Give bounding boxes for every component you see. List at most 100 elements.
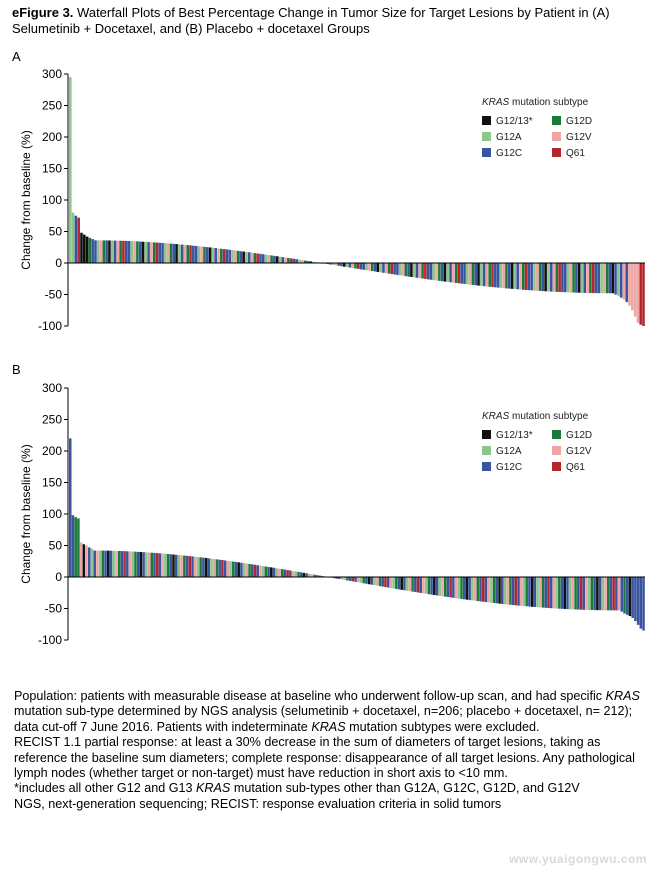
panel-a-bar [379, 263, 382, 273]
panel-a-bar [239, 251, 243, 263]
panel-b-bar [191, 556, 194, 577]
panel-a-bar [178, 244, 181, 263]
panel-b-bar [525, 577, 528, 607]
panel-a-bar [617, 263, 620, 296]
panel-a-bar [410, 263, 413, 277]
panel-a-bar [505, 263, 508, 289]
panel-a-bar [91, 239, 94, 263]
panel-a-bar [172, 243, 176, 263]
panel-a-bar [354, 263, 357, 269]
panel-a-bar [194, 245, 198, 263]
panel-b-bar [462, 577, 466, 600]
panel-a-bar [211, 247, 215, 263]
panel-a-y-tick-label: 50 [49, 225, 63, 239]
panel-b-bar [419, 577, 422, 593]
panel-b-bar [308, 573, 311, 577]
panel-b-bar [435, 577, 439, 596]
panel-b-bar [131, 551, 134, 577]
panel-b-bar [544, 577, 547, 608]
panel-a-bar [329, 263, 332, 265]
panel-a-bar [407, 263, 410, 277]
panel-a-bar [155, 242, 159, 263]
panel-a-bar [499, 263, 503, 288]
panel-b-bar [150, 552, 154, 577]
panel-a-bar [628, 263, 631, 306]
panel-a-bar [351, 263, 354, 269]
panel-a-bar [552, 263, 556, 292]
panel-a-bar [80, 232, 83, 263]
panel-a-bar [340, 263, 343, 267]
panel-a-bar [312, 261, 315, 263]
panel-b-bar [547, 577, 550, 608]
panel-b-bar [642, 577, 645, 631]
panel-b-bar [270, 567, 273, 577]
panel-b-bar [218, 559, 221, 577]
panel-b-bar [343, 577, 346, 580]
panel-b-bar [609, 577, 613, 611]
panel-b-y-tick-label: 100 [42, 507, 62, 521]
panel-b-bar [354, 577, 357, 582]
caption-recist: RECIST 1.1 partial response: at least a … [14, 735, 635, 781]
panel-b-bar [386, 577, 390, 588]
panel-a-bar [208, 247, 212, 263]
panel-b-bar [232, 561, 235, 577]
panel-a-bar [502, 263, 505, 289]
panel-b-bar [180, 555, 183, 577]
panel-a-bar [401, 263, 405, 276]
panel-b-bar [196, 557, 200, 577]
panel-a-bar [158, 242, 162, 263]
panel-a-bar [259, 253, 262, 263]
panel-b-bar [351, 577, 355, 582]
panel-a-y-tick-label: -50 [45, 288, 63, 302]
panel-a-bar [122, 240, 125, 263]
panel-a-bar [357, 263, 360, 269]
panel-b-bar [357, 577, 360, 583]
panel-b-bar [69, 438, 72, 577]
caption-abbreviations: NGS, next-generation sequencing; RECIST:… [14, 796, 502, 811]
panel-a-bar [468, 263, 472, 285]
panel-b-bar [267, 566, 270, 577]
panel-b-bar [468, 577, 471, 601]
panel-b-bar [172, 554, 175, 577]
panel-a-bar [197, 246, 201, 263]
panel-b-legend-swatch [482, 446, 491, 455]
panel-b-bar [571, 577, 575, 610]
panel-b-y-tick-label: -50 [45, 602, 63, 616]
panel-b-bar [365, 577, 368, 584]
panel-b-bar [147, 552, 151, 577]
panel-b-bar [506, 577, 509, 605]
panel-b-bar [563, 577, 566, 609]
panel-a-bar [267, 255, 271, 263]
panel-a-legend-swatch [482, 148, 491, 157]
panel-b-bar [587, 577, 591, 610]
panel-a-bar [440, 263, 444, 282]
panel-a-bar [435, 263, 438, 281]
panel-a-y-tick-label: 300 [42, 67, 62, 81]
panel-a-bar [569, 263, 573, 293]
panel-a-bar [74, 215, 78, 263]
panel-a-bar [494, 263, 497, 288]
panel-a-bar [231, 250, 234, 263]
panel-b-bar [449, 577, 452, 598]
panel-b-bar [237, 562, 240, 577]
panel-b-bar [302, 572, 306, 577]
panel-a-bar [119, 240, 122, 263]
panel-b-bar [316, 575, 319, 577]
panel-a-bar [270, 255, 273, 263]
caption-population: Population: patients with measurable dis… [14, 689, 640, 734]
panel-a-bar [418, 263, 422, 279]
panel-a-bar [180, 244, 184, 263]
panel-a-bar [614, 263, 617, 295]
panel-a-bar [393, 263, 396, 275]
panel-a-bar [133, 241, 136, 263]
panel-a-bar [108, 240, 111, 263]
panel-b-bar [541, 577, 545, 608]
panel-b-bar [596, 577, 599, 611]
panel-a-bar [597, 263, 601, 294]
panel-a-bar [544, 263, 547, 292]
panel-b-bar [161, 553, 164, 577]
panel-a-bar [141, 241, 145, 263]
panel-b-bar [248, 563, 251, 577]
panel-a-bar [387, 263, 391, 274]
panel-a-bar [219, 248, 223, 263]
